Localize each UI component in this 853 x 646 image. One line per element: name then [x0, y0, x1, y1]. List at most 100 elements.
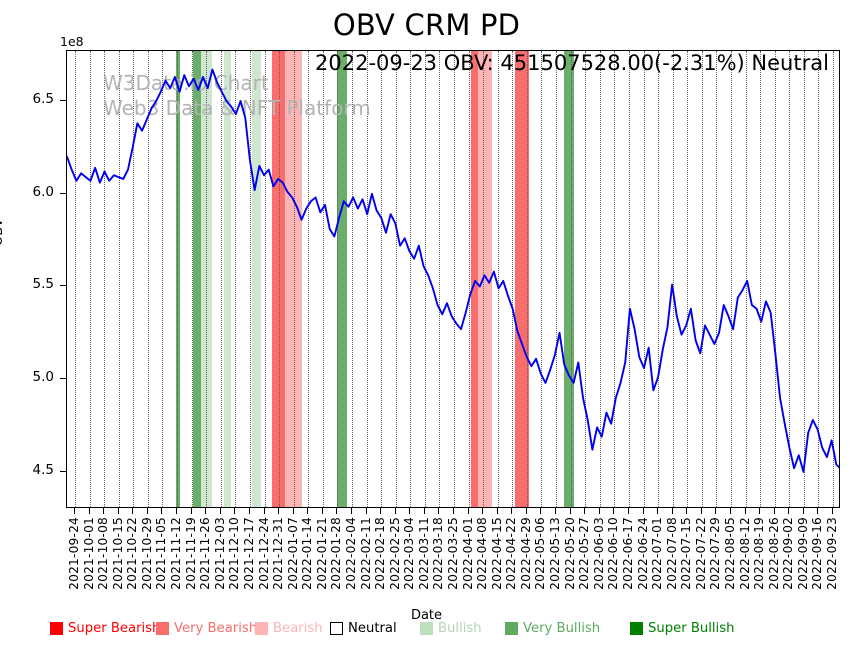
gridline — [162, 51, 164, 507]
x-axis-tick-label: 2021-10-22 — [125, 517, 140, 590]
x-axis-tick-label: 2021-10-08 — [96, 517, 111, 590]
x-axis-tick-label: 2022-08-05 — [722, 517, 737, 590]
legend-item-very-bullish[interactable]: Very Bullish — [505, 618, 600, 638]
x-axis-tick-mark — [380, 508, 382, 514]
x-axis-tick-mark — [686, 508, 688, 514]
x-axis-tick-mark — [759, 508, 761, 514]
x-axis-tick-mark — [744, 508, 746, 514]
gridline — [585, 51, 587, 507]
x-axis-tick-mark — [802, 508, 804, 514]
x-axis-tick-label: 2022-06-10 — [606, 517, 621, 590]
sentiment-band — [271, 51, 286, 507]
gridline — [308, 51, 310, 507]
value-annotation: 2022-09-23 OBV: 451507528.00(-2.31%) Neu… — [315, 51, 829, 75]
x-axis-tick-mark — [292, 508, 294, 514]
gridline — [395, 51, 397, 507]
gridline — [75, 51, 76, 507]
x-axis-tick-mark — [540, 508, 542, 514]
obv-polyline — [67, 68, 839, 473]
x-axis-tick-mark — [409, 508, 411, 514]
legend-swatch — [255, 621, 268, 635]
gridline — [249, 51, 251, 507]
legend-item-super-bullish[interactable]: Super Bullish — [630, 618, 734, 638]
gridline — [424, 51, 426, 507]
legend-item-bullish[interactable]: Bullish — [420, 618, 482, 638]
x-axis-tick-label: 2022-08-12 — [737, 517, 752, 590]
gridline — [264, 51, 266, 507]
x-axis-tick-label: 2021-12-31 — [271, 517, 286, 590]
x-axis-tick-label: 2022-07-01 — [650, 517, 665, 590]
x-axis-tick-mark — [132, 508, 134, 514]
x-axis-tick-label: 2021-12-17 — [241, 517, 256, 590]
x-axis-tick-mark — [321, 508, 323, 514]
legend-item-very-bearish[interactable]: Very Bearish — [156, 618, 257, 638]
x-axis-tick-label: 2022-03-25 — [446, 517, 460, 590]
x-axis-tick-mark — [219, 508, 221, 514]
legend-label: Super Bullish — [648, 620, 735, 636]
x-axis-tick-label: 2022-01-28 — [329, 517, 344, 590]
legend-item-bearish[interactable]: Bearish — [255, 618, 323, 638]
gridline — [803, 51, 805, 507]
plot-area[interactable]: W3Data.io Chart Web3 Data & NFT Platform — [66, 50, 840, 508]
legend-label: Bearish — [273, 620, 323, 636]
x-axis-tick-mark — [248, 508, 250, 514]
gridline — [468, 51, 470, 507]
x-axis-tick-label: 2022-01-21 — [314, 517, 329, 590]
x-axis-tick-label: 2022-03-04 — [402, 517, 417, 590]
x-axis-tick-label: 2022-06-24 — [635, 517, 650, 590]
x-axis-tick-label: 2022-05-27 — [577, 517, 592, 590]
x-axis-tick-mark — [365, 508, 367, 514]
gridline — [570, 51, 572, 507]
x-axis-tick-label: 2022-03-18 — [431, 517, 446, 590]
x-axis-tick-mark — [788, 508, 790, 514]
x-axis-tick-mark — [584, 508, 586, 514]
x-axis-tick-mark — [817, 508, 819, 514]
x-axis-tick-mark — [671, 508, 673, 514]
gridline — [89, 51, 91, 507]
gridline — [118, 51, 120, 507]
x-axis-tick-mark — [146, 508, 148, 514]
x-axis-tick-mark — [657, 508, 659, 514]
y-axis-offset-label: 1e8 — [60, 34, 84, 49]
x-axis-tick-mark — [263, 508, 265, 514]
x-axis-tick-mark — [773, 508, 775, 514]
y-axis-tick-mark — [60, 470, 66, 472]
x-axis-tick-mark — [642, 508, 644, 514]
x-axis-tick-label: 2021-12-24 — [256, 517, 271, 590]
gridline — [206, 51, 208, 507]
x-axis-tick-label: 2021-10-15 — [110, 517, 125, 590]
legend-item-super-bearish[interactable]: Super Bearish — [50, 618, 160, 638]
x-axis-tick-mark — [103, 508, 105, 514]
gridline — [672, 51, 674, 507]
gridline — [322, 51, 324, 507]
x-axis-tick-mark — [350, 508, 352, 514]
x-axis-tick-label: 2021-11-26 — [198, 517, 213, 590]
legend-swatch — [156, 621, 169, 635]
x-axis-tick-label: 2022-04-15 — [489, 517, 504, 590]
gridline — [381, 51, 383, 507]
legend-item-neutral[interactable]: Neutral — [330, 618, 397, 638]
x-axis-tick-mark — [467, 508, 469, 514]
x-axis-tick-label: 2022-02-04 — [343, 517, 358, 590]
legend-label: Bullish — [438, 620, 482, 636]
sentiment-band — [193, 51, 202, 507]
x-axis-tick-label: 2022-01-14 — [300, 517, 315, 590]
y-axis-tick-label: 5.0 — [32, 369, 54, 386]
x-axis-tick-mark — [205, 508, 207, 514]
gridline — [410, 51, 412, 507]
x-axis-tick-mark — [715, 508, 717, 514]
x-axis-tick-mark — [117, 508, 119, 514]
gridline — [614, 51, 616, 507]
x-axis-tick-label: 2021-09-24 — [67, 517, 81, 590]
x-axis-tick-label: 2021-10-29 — [139, 517, 154, 590]
x-axis-tick-mark — [569, 508, 571, 514]
x-axis-tick-mark — [555, 508, 557, 514]
x-axis-tick-mark — [496, 508, 498, 514]
legend-swatch — [505, 621, 518, 635]
x-axis-tick-label: 2022-02-18 — [373, 517, 388, 590]
legend-label: Very Bullish — [523, 620, 601, 636]
x-axis-tick-mark — [511, 508, 513, 514]
x-axis-tick-mark — [438, 508, 440, 514]
x-axis-tick-mark — [729, 508, 731, 514]
